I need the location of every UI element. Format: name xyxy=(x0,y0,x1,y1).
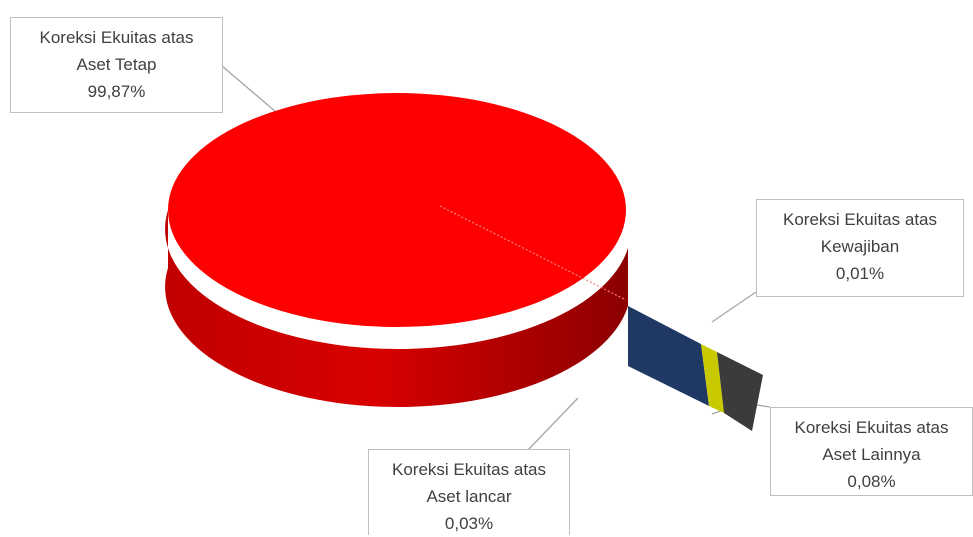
data-label-aset-tetap: Koreksi Ekuitas atas Aset Tetap 99,87% xyxy=(10,17,223,113)
data-label-category: Koreksi Ekuitas atas xyxy=(794,418,949,437)
pie-slice-aset-lainnya xyxy=(717,352,763,431)
data-label-percent: 0,01% xyxy=(835,264,885,283)
data-label-percent: 99,87% xyxy=(87,82,146,101)
data-label-kewajiban: Koreksi Ekuitas atas Kewajiban 0,01% xyxy=(756,199,964,297)
data-label-percent: 0,08% xyxy=(847,472,896,491)
data-label-category: Aset Tetap xyxy=(76,55,157,74)
leader-line-lancar xyxy=(526,397,579,452)
leader-line-tetap xyxy=(221,65,284,119)
pie-slice-aset-lancar xyxy=(701,344,724,413)
pie-slice-kewajiban xyxy=(628,306,709,406)
data-label-category: Kewajiban xyxy=(820,237,900,256)
data-label-category: Aset Lainnya xyxy=(822,445,921,464)
data-label-aset-lancar: Koreksi Ekuitas atas Aset lancar 0,03% xyxy=(368,449,570,535)
pie-slice-side-aset-tetap xyxy=(165,210,628,408)
data-label-category: Koreksi Ekuitas atas xyxy=(782,210,937,229)
pie-slice-aset-tetap xyxy=(168,93,626,327)
data-label-category: Koreksi Ekuitas atas xyxy=(391,460,546,479)
data-label-category: Aset lancar xyxy=(426,487,512,506)
leader-line-kewajiban xyxy=(711,291,757,323)
data-label-percent: 0,03% xyxy=(444,514,494,533)
data-label-category: Koreksi Ekuitas atas xyxy=(39,28,194,47)
data-label-aset-lainnya: Koreksi Ekuitas atas Aset Lainnya 0,08% xyxy=(770,407,973,496)
pie-slice-seam xyxy=(439,205,627,301)
